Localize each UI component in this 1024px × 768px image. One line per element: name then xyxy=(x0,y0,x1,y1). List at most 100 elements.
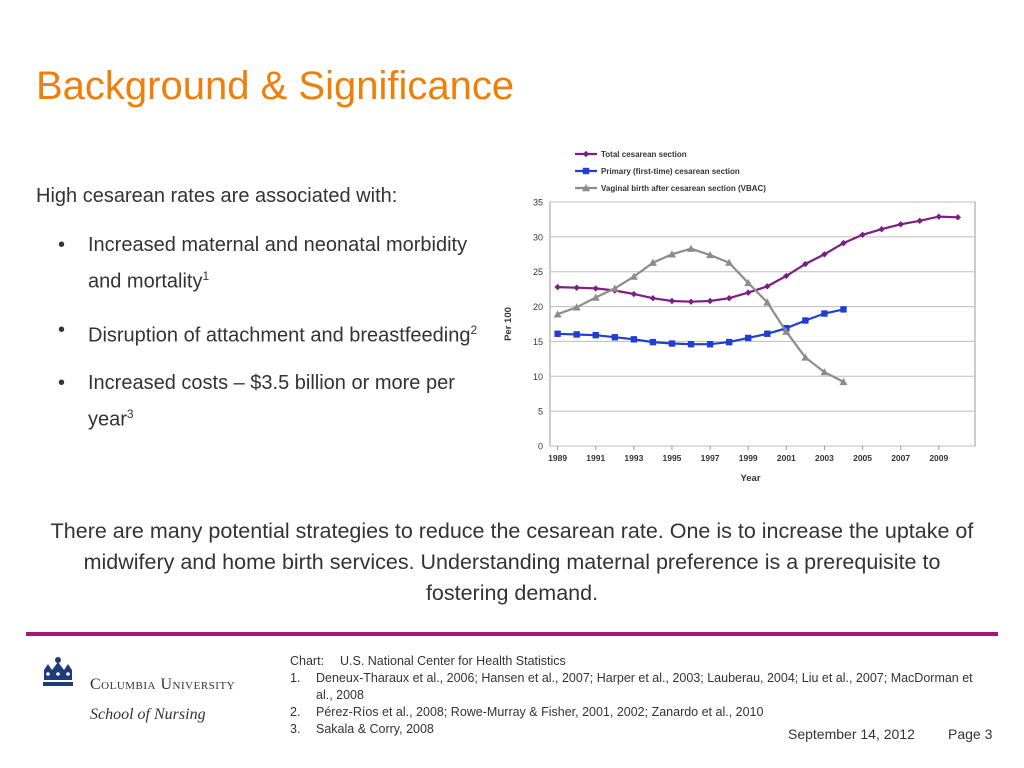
data-point xyxy=(744,278,753,287)
data-point xyxy=(859,231,866,238)
data-point xyxy=(592,331,599,339)
data-point xyxy=(916,217,923,225)
data-point xyxy=(667,250,676,258)
data-point xyxy=(706,341,714,348)
reference-item: 2. Pérez-Ríos et al., 2008; Rowe-Murray … xyxy=(290,704,980,721)
data-point xyxy=(572,303,581,311)
y-tick-label: 20 xyxy=(533,302,543,312)
chart-svg: 0 5 10 15 20 25 30 35 1989 1991 1993 1995 1997 1999 20… xyxy=(503,150,976,484)
x-axis-label: Year xyxy=(740,473,760,484)
data-point xyxy=(668,340,676,347)
data-point xyxy=(782,327,791,335)
reference-label: Chart: xyxy=(290,654,325,668)
bullet-dot: • xyxy=(58,234,66,256)
x-tick-label: 1999 xyxy=(739,453,758,463)
data-point xyxy=(745,334,752,342)
bullet-text: Increased costs – $3.5 billion or more p… xyxy=(88,372,455,431)
data-point xyxy=(764,330,771,337)
data-point xyxy=(725,338,733,346)
reference-label: 3. xyxy=(290,722,301,736)
legend-marker xyxy=(582,184,590,192)
university-name: Columbia University xyxy=(90,676,236,693)
legend-marker xyxy=(582,167,590,175)
y-tick-label: 25 xyxy=(533,267,543,277)
data-point xyxy=(649,295,657,302)
bullet-dot: • xyxy=(58,372,66,395)
data-point xyxy=(610,284,619,292)
series-line-1 xyxy=(557,215,958,303)
footnote-ref: 1 xyxy=(202,269,210,283)
data-point xyxy=(840,306,847,313)
data-point xyxy=(763,298,772,306)
reference-item: 1. Deneux-Tharaux et al., 2006; Hansen e… xyxy=(290,670,980,704)
data-point xyxy=(553,310,562,318)
data-point xyxy=(630,336,638,343)
y-tick-label: 5 xyxy=(538,407,543,417)
legend-label: Primary (first-time) cesarean section xyxy=(601,167,740,176)
data-point xyxy=(802,317,809,324)
cesarean-rate-chart: 0 5 10 15 20 25 30 35 1989 1991 1993 1995 1997 1999 20… xyxy=(495,140,985,490)
intro-text: High cesarean rates are associated with: xyxy=(36,185,398,207)
data-point xyxy=(591,293,600,301)
x-tick-label: 2003 xyxy=(815,453,834,463)
plot-area xyxy=(549,201,976,447)
reference-text: Sakala & Corry, 2008 xyxy=(316,722,434,736)
y-tick-label: 35 xyxy=(533,198,543,208)
data-point xyxy=(649,338,657,346)
bullet-item: • Disruption of attachment and breastfee… xyxy=(58,315,488,352)
data-point xyxy=(687,244,696,252)
data-point xyxy=(820,368,829,376)
bullet-item: • Increased costs – $3.5 billion or more… xyxy=(58,368,488,436)
x-tick-label: 1993 xyxy=(624,453,643,463)
footnote-ref: 3 xyxy=(126,407,134,422)
x-tick-label: 2005 xyxy=(853,453,872,463)
data-point xyxy=(821,310,828,317)
slide-title: Background & Significance xyxy=(36,64,515,108)
legend-marker xyxy=(582,150,590,158)
y-tick-label: 0 xyxy=(538,442,543,452)
reference-text: U.S. National Center for Health Statisti… xyxy=(340,654,566,668)
references: Chart: U.S. National Center for Health S… xyxy=(290,653,980,738)
divider-rule xyxy=(26,632,998,636)
data-point xyxy=(954,214,962,221)
data-point xyxy=(648,258,657,266)
school-name: School of Nursing xyxy=(90,706,206,723)
data-point xyxy=(821,251,828,258)
legend-label: Vaginal birth after cesarean section (VB… xyxy=(601,184,766,193)
x-tick-label: 1997 xyxy=(701,453,720,463)
data-point xyxy=(554,330,561,337)
x-tick-label: 1991 xyxy=(586,453,605,463)
reference-label: 2. xyxy=(290,705,301,719)
y-tick-label: 15 xyxy=(533,337,543,347)
x-tick-label: 2009 xyxy=(929,453,948,463)
series-line-3 xyxy=(557,247,845,383)
reference-item: Chart: U.S. National Center for Health S… xyxy=(290,653,980,670)
data-point xyxy=(629,272,638,280)
data-point xyxy=(611,334,618,341)
reference-text: Pérez-Ríos et al., 2008; Rowe-Murray & F… xyxy=(316,705,764,719)
data-point xyxy=(801,353,810,361)
data-point xyxy=(839,377,848,386)
bullet-text: Disruption of attachment and breastfeedi… xyxy=(88,324,471,347)
x-tick-label: 1989 xyxy=(548,453,567,463)
y-tick-label: 10 xyxy=(533,372,543,382)
y-tick-label: 30 xyxy=(533,232,543,242)
legend-label: Total cesarean section xyxy=(601,150,687,159)
data-point xyxy=(783,272,790,280)
series-line-2 xyxy=(557,308,844,346)
y-axis-label: Per 100 xyxy=(503,307,514,341)
data-point xyxy=(573,331,580,338)
reference-label: 1. xyxy=(290,671,301,685)
footer-date: September 14, 2012 xyxy=(788,726,915,742)
footnote-ref: 2 xyxy=(470,322,478,337)
bullet-list: • Increased maternal and neonatal morbid… xyxy=(58,230,488,453)
reference-item: 3. Sakala & Corry, 2008 xyxy=(290,721,980,738)
reference-text: Deneux-Tharaux et al., 2006; Hansen et a… xyxy=(316,671,973,702)
data-point xyxy=(687,341,695,348)
x-tick-label: 2007 xyxy=(891,453,910,463)
x-tick-label: 1995 xyxy=(663,453,682,463)
bullet-text: Increased maternal and neonatal morbidit… xyxy=(88,234,468,293)
crown-logo-icon xyxy=(38,656,78,699)
data-point xyxy=(706,250,715,259)
data-point xyxy=(725,258,734,266)
